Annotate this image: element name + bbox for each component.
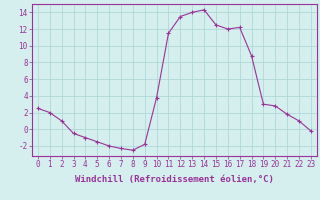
X-axis label: Windchill (Refroidissement éolien,°C): Windchill (Refroidissement éolien,°C)	[75, 175, 274, 184]
